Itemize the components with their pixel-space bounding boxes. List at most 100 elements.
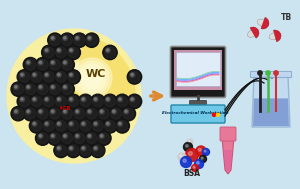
Circle shape xyxy=(63,60,68,65)
Circle shape xyxy=(62,59,73,70)
Circle shape xyxy=(188,140,190,142)
Circle shape xyxy=(25,84,36,94)
Circle shape xyxy=(66,45,80,60)
Circle shape xyxy=(42,45,56,60)
Circle shape xyxy=(23,106,38,121)
Text: TB: TB xyxy=(280,13,292,22)
Circle shape xyxy=(39,86,41,88)
Circle shape xyxy=(58,98,60,100)
Circle shape xyxy=(193,166,195,168)
Circle shape xyxy=(183,159,186,162)
Circle shape xyxy=(188,151,192,155)
Circle shape xyxy=(118,97,122,102)
Circle shape xyxy=(23,82,38,96)
Circle shape xyxy=(35,57,50,72)
Circle shape xyxy=(119,122,121,125)
Circle shape xyxy=(45,98,48,100)
FancyBboxPatch shape xyxy=(170,46,226,98)
Wedge shape xyxy=(250,27,259,38)
Circle shape xyxy=(68,47,79,58)
Circle shape xyxy=(81,146,86,151)
Circle shape xyxy=(25,108,36,119)
Circle shape xyxy=(45,49,48,51)
Circle shape xyxy=(72,106,87,121)
Circle shape xyxy=(11,106,26,121)
Circle shape xyxy=(56,96,66,107)
Circle shape xyxy=(45,122,48,125)
Circle shape xyxy=(92,120,103,131)
Circle shape xyxy=(76,135,78,137)
Circle shape xyxy=(58,147,60,149)
Circle shape xyxy=(70,49,72,51)
Circle shape xyxy=(52,135,54,137)
Circle shape xyxy=(39,135,41,137)
Circle shape xyxy=(44,73,49,77)
Circle shape xyxy=(178,153,186,161)
Circle shape xyxy=(82,147,84,149)
Circle shape xyxy=(93,146,98,151)
Circle shape xyxy=(194,160,203,169)
Circle shape xyxy=(14,85,19,89)
Circle shape xyxy=(75,61,109,95)
Circle shape xyxy=(27,61,29,64)
Circle shape xyxy=(118,122,122,126)
Circle shape xyxy=(50,35,60,46)
Circle shape xyxy=(82,122,84,125)
Circle shape xyxy=(33,74,35,76)
Circle shape xyxy=(88,110,91,112)
Circle shape xyxy=(62,84,73,94)
Circle shape xyxy=(69,73,74,77)
Circle shape xyxy=(29,94,44,109)
Circle shape xyxy=(31,120,42,131)
Circle shape xyxy=(54,94,68,109)
Circle shape xyxy=(56,71,66,82)
Circle shape xyxy=(57,73,61,77)
Circle shape xyxy=(185,149,199,161)
Circle shape xyxy=(60,106,74,121)
Circle shape xyxy=(63,134,68,138)
Circle shape xyxy=(69,97,74,102)
Circle shape xyxy=(57,122,61,126)
Circle shape xyxy=(115,94,129,109)
Circle shape xyxy=(130,73,135,77)
Circle shape xyxy=(51,60,55,65)
Circle shape xyxy=(88,37,91,39)
Circle shape xyxy=(84,70,100,86)
Circle shape xyxy=(33,98,35,100)
Circle shape xyxy=(14,109,19,114)
Circle shape xyxy=(70,74,72,76)
Circle shape xyxy=(80,120,91,131)
Circle shape xyxy=(42,70,56,84)
Circle shape xyxy=(91,143,105,158)
Circle shape xyxy=(48,82,62,96)
Circle shape xyxy=(131,98,133,100)
Circle shape xyxy=(48,106,62,121)
Circle shape xyxy=(52,110,54,112)
Circle shape xyxy=(35,82,50,96)
Circle shape xyxy=(82,98,84,100)
Text: Electrochemical Workstation: Electrochemical Workstation xyxy=(162,111,229,115)
Circle shape xyxy=(56,47,66,58)
Circle shape xyxy=(37,84,48,94)
Circle shape xyxy=(42,119,56,133)
Circle shape xyxy=(97,131,111,145)
Text: BSA: BSA xyxy=(184,170,200,178)
Circle shape xyxy=(106,48,110,53)
Circle shape xyxy=(20,97,25,102)
FancyBboxPatch shape xyxy=(174,50,222,90)
Circle shape xyxy=(105,96,116,107)
Wedge shape xyxy=(273,30,281,42)
Circle shape xyxy=(266,71,270,75)
Circle shape xyxy=(106,97,110,102)
Circle shape xyxy=(69,48,74,53)
Text: WC: WC xyxy=(86,69,106,79)
Circle shape xyxy=(94,98,97,100)
Circle shape xyxy=(15,110,17,112)
Circle shape xyxy=(184,143,193,152)
Circle shape xyxy=(100,134,104,138)
Circle shape xyxy=(274,71,278,75)
Circle shape xyxy=(74,133,85,143)
Circle shape xyxy=(56,120,66,131)
Circle shape xyxy=(62,108,73,119)
Circle shape xyxy=(35,131,50,145)
